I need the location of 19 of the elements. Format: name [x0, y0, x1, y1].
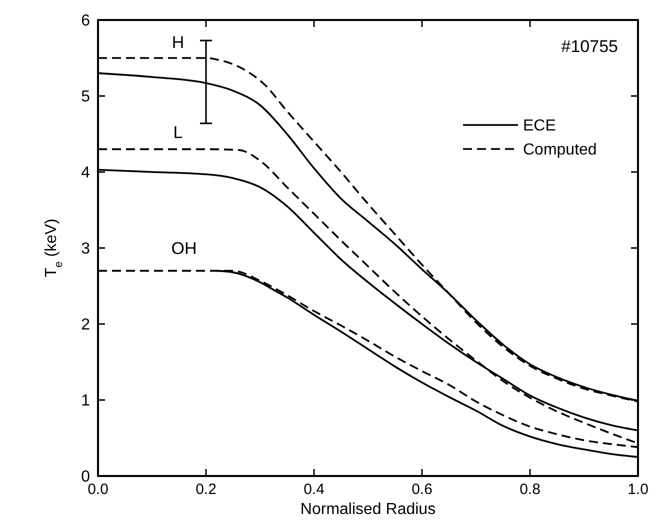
y-tick-label: 3 [81, 240, 90, 258]
y-tick-label: 2 [81, 316, 90, 334]
legend-label: ECE [523, 118, 556, 135]
x-tick-label: 0.8 [520, 481, 540, 498]
annotation: #10755 [561, 37, 618, 56]
x-tick-label: 1.0 [628, 481, 648, 498]
annotation: L [173, 123, 183, 142]
y-tick-label: 5 [81, 88, 90, 106]
y-tick-label: 1 [81, 392, 90, 410]
y-tick-label: 6 [81, 12, 90, 30]
annotation: OH [171, 239, 197, 258]
y-tick-label: 4 [81, 164, 90, 182]
x-tick-label: 0.4 [304, 481, 324, 498]
legend-label: Computed [523, 142, 597, 159]
x-tick-label: 0.6 [412, 481, 432, 498]
annotation: H [172, 33, 184, 52]
x-tick-label: 0.0 [88, 481, 108, 498]
x-tick-label: 0.2 [196, 481, 216, 498]
x-axis-title: Normalised Radius [300, 501, 436, 518]
